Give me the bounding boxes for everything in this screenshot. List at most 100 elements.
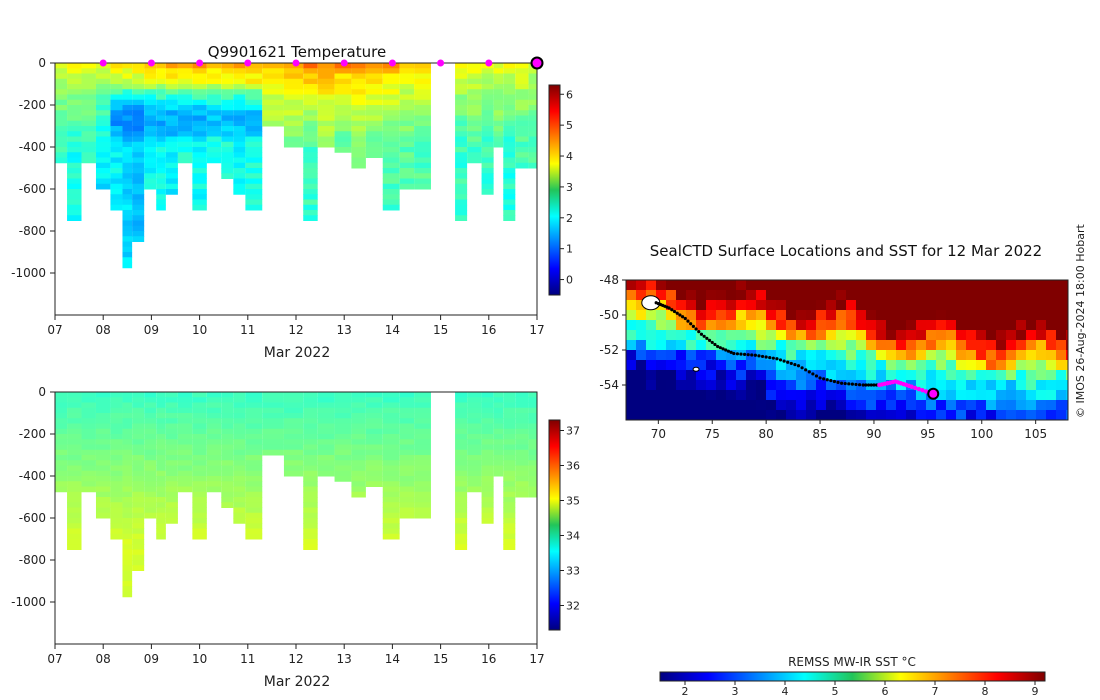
temperature-cell (156, 131, 166, 137)
sst-cell (906, 400, 917, 411)
sst-cell (706, 320, 717, 331)
temperature-cell (144, 178, 157, 185)
sst-cell (686, 350, 697, 361)
track-point (672, 309, 677, 314)
temperature-cell (81, 105, 96, 111)
sst-cell (906, 330, 917, 341)
temperature-cell (233, 105, 246, 111)
temperature-cell (493, 141, 504, 148)
sst-cell (696, 400, 707, 411)
colorbar-tick-label: 3 (566, 181, 573, 194)
sst-cell (1016, 410, 1027, 420)
temperature-cell (399, 136, 415, 143)
sst-cell (826, 380, 837, 391)
colorbar-tick-label: 5 (566, 119, 573, 132)
temperature-cell (515, 63, 529, 69)
salinity-cell (110, 465, 123, 472)
salinity-cell (110, 428, 123, 435)
sst-cell (906, 390, 917, 401)
salinity-cell (221, 470, 234, 477)
recent-track-point (913, 385, 918, 391)
salinity-cell (206, 392, 222, 398)
x-tick-label: 07 (47, 323, 62, 337)
temperature-cell (122, 110, 133, 116)
temperature-cell (467, 78, 482, 85)
salinity-cell (221, 449, 234, 456)
temperature-cell (165, 78, 178, 85)
temperature-cell (365, 147, 383, 153)
sst-cell (696, 340, 707, 351)
temperature-cell (303, 215, 318, 221)
temperature-cell (144, 120, 157, 127)
sst-cell (916, 360, 927, 371)
temperature-cell (95, 173, 111, 179)
temperature-cell (81, 68, 96, 74)
temperature-cell (122, 210, 133, 216)
salinity-cell (233, 481, 246, 487)
sst-cell (886, 290, 897, 301)
salinity-cell (122, 539, 133, 545)
sst-cell (896, 290, 907, 301)
sst-cell (996, 350, 1007, 361)
salinity-cell (156, 470, 166, 477)
temperature-cell (55, 147, 68, 153)
surface-marker (437, 59, 445, 67)
salinity-cell (365, 397, 383, 403)
temperature-cell (192, 141, 207, 148)
salinity-cell (156, 476, 166, 482)
sst-field (626, 280, 1068, 420)
salinity-cell (528, 455, 537, 461)
salinity-cell (245, 392, 263, 398)
sst-cell (1066, 340, 1068, 351)
temperature-cell (481, 162, 494, 169)
sst-cell (976, 300, 987, 311)
temperature-cell (317, 131, 335, 137)
sst-cell (936, 380, 947, 391)
track-point (753, 353, 757, 357)
salinity-cell (414, 444, 441, 451)
temperature-cell (245, 68, 263, 74)
sst-cell (636, 390, 647, 401)
sst-colorbar-tick-label: 5 (832, 685, 839, 698)
temperature-x-ticks: 07 08 09 10 11 12 13 14 15 16 17 (47, 315, 545, 337)
heard-island (692, 366, 700, 372)
salinity-cell (165, 423, 178, 430)
temperature-cell (122, 152, 133, 158)
salinity-cell (192, 407, 207, 414)
sst-cell (856, 360, 867, 371)
temperature-cell (467, 141, 482, 148)
salinity-cell (95, 423, 111, 430)
sst-cell (646, 410, 657, 420)
salinity-cell (262, 392, 284, 398)
sst-cell (1066, 310, 1068, 321)
temperature-cell (55, 99, 68, 106)
temperature-cell (81, 126, 96, 132)
track-point (729, 350, 733, 354)
temperature-surface-markers (99, 56, 544, 70)
sst-cell (656, 310, 667, 321)
salinity-cell (165, 465, 178, 472)
sst-cell (986, 310, 997, 321)
salinity-cell (165, 418, 178, 424)
salinity-cell (467, 423, 482, 430)
temperature-cell (414, 183, 441, 190)
temperature-cell (351, 136, 366, 143)
temperature-cell (399, 73, 415, 80)
salinity-cell (192, 502, 207, 508)
salinity-cell (382, 470, 400, 477)
temperature-cell (365, 115, 383, 122)
salinity-cell (192, 465, 207, 472)
temperature-cell (365, 110, 383, 116)
salinity-cell (467, 460, 482, 466)
salinity-cell (67, 460, 82, 466)
salinity-cell (233, 423, 246, 430)
temperature-cell (81, 131, 96, 137)
temperature-cell (515, 105, 529, 111)
sst-cell (796, 390, 807, 401)
current-surface-marker (530, 56, 544, 70)
temperature-cell (467, 157, 482, 164)
salinity-cell (95, 481, 111, 487)
sst-cell (1056, 350, 1067, 361)
sst-cell (1056, 390, 1067, 401)
salinity-cell (503, 476, 516, 482)
